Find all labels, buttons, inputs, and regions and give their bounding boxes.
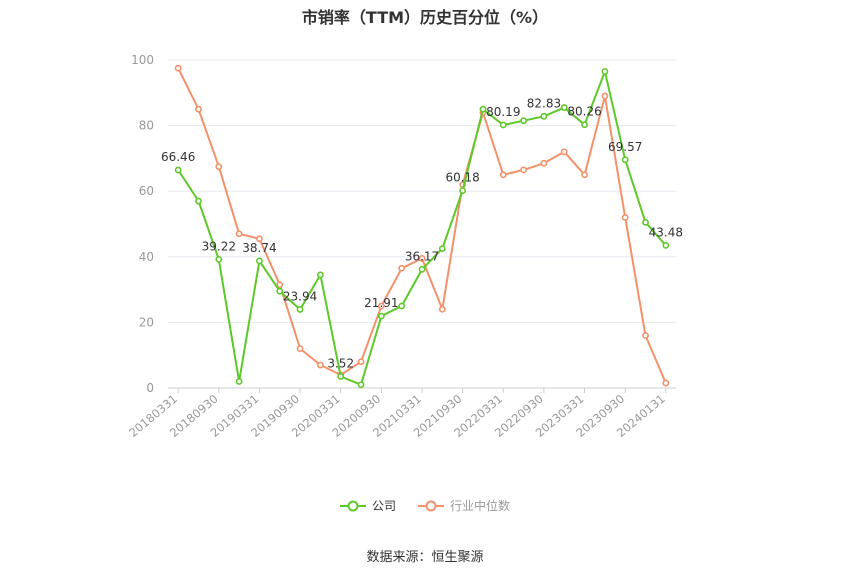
company-data-label: 80.19 [486, 105, 520, 119]
company-data-point [195, 197, 202, 205]
industry-data-point [316, 361, 324, 369]
industry-data-point [642, 332, 649, 339]
industry-data-point [357, 358, 365, 366]
company-data-label: 21.91 [364, 296, 398, 310]
company-data-point [316, 271, 324, 279]
company-data-label: 69.57 [608, 140, 642, 154]
company-data-point [418, 265, 426, 273]
company-data-label: 66.46 [161, 150, 195, 164]
industry-data-point [621, 214, 629, 221]
industry-data-point [235, 230, 243, 238]
industry-data-point [438, 305, 446, 313]
industry-data-point [540, 159, 548, 167]
company-data-label: 3.52 [327, 356, 354, 370]
company-data-point [499, 121, 507, 129]
company-data-point [398, 302, 406, 310]
company-data-point [621, 156, 629, 164]
industry-data-point [215, 163, 223, 170]
legend-company-marker-icon [339, 500, 366, 511]
industry-data-point [418, 255, 426, 262]
company-data-point [357, 381, 365, 389]
company-data-label: 36.17 [405, 249, 439, 263]
y-tick-label: 20 [139, 315, 154, 329]
company-data-point [520, 117, 527, 125]
company-data-point [235, 378, 243, 385]
company-data-label: 38.74 [242, 241, 276, 255]
y-tick-label: 0 [146, 381, 154, 395]
company-data-point [256, 257, 263, 265]
company-data-point [479, 105, 487, 113]
industry-data-point [377, 302, 385, 310]
company-data-label: 82.83 [527, 96, 561, 110]
company-data-label: 60.18 [445, 171, 479, 185]
legend-company-label: 公司 [371, 499, 396, 513]
chart-title: 市销率（TTM）历史百分位（%） [301, 8, 549, 27]
industry-data-point [256, 235, 263, 243]
company-data-point [581, 121, 588, 129]
y-tick-label: 100 [131, 53, 154, 67]
y-tick-label: 80 [139, 119, 154, 133]
company-data-point [560, 104, 568, 111]
legend-item-company[interactable]: 公司 [339, 497, 396, 514]
company-data-label: 80.26 [567, 105, 601, 119]
company-data-point [459, 187, 467, 195]
company-data-point [215, 255, 223, 263]
company-data-point [601, 68, 609, 75]
legend-item-industry[interactable]: 行业中位数 [418, 497, 510, 514]
legend-industry-label: 行业中位数 [450, 499, 511, 513]
series-lines [174, 64, 670, 389]
industry-data-point [195, 105, 202, 113]
industry-data-point [560, 148, 568, 156]
y-tick-label: 40 [139, 250, 154, 264]
company-data-label: 39.22 [202, 239, 236, 253]
company-data-point [174, 166, 182, 174]
data-labels: 66.46 39.22 38.74 23.94 3.52 21.91 36.17 60.18 8… [161, 96, 683, 370]
company-data-point [642, 218, 649, 226]
company-data-point [540, 112, 548, 120]
company-data-point [276, 287, 284, 295]
industry-data-point [601, 92, 609, 100]
company-data-label: 23.94 [283, 289, 317, 303]
industry-data-point [662, 379, 670, 387]
industry-data-point [276, 281, 284, 289]
legend-industry-marker-icon [418, 500, 444, 511]
industry-data-point [499, 171, 507, 179]
company-data-point [377, 312, 385, 320]
industry-data-point [520, 166, 527, 174]
grid-lines [168, 59, 676, 323]
company-data-point [337, 373, 345, 380]
industry-data-point [296, 345, 304, 353]
company-data-point [662, 241, 670, 249]
company-data-point [438, 245, 446, 252]
industry-data-point [581, 171, 588, 179]
legend: 公司 行业中位数 [0, 497, 850, 514]
industry-data-point [174, 64, 182, 72]
company-data-label: 43.48 [649, 225, 683, 239]
y-tick-label: 60 [139, 184, 154, 198]
data-source-note: 数据来源：恒生聚源 [366, 550, 484, 565]
company-data-point [296, 306, 304, 313]
industry-data-point [398, 264, 406, 272]
